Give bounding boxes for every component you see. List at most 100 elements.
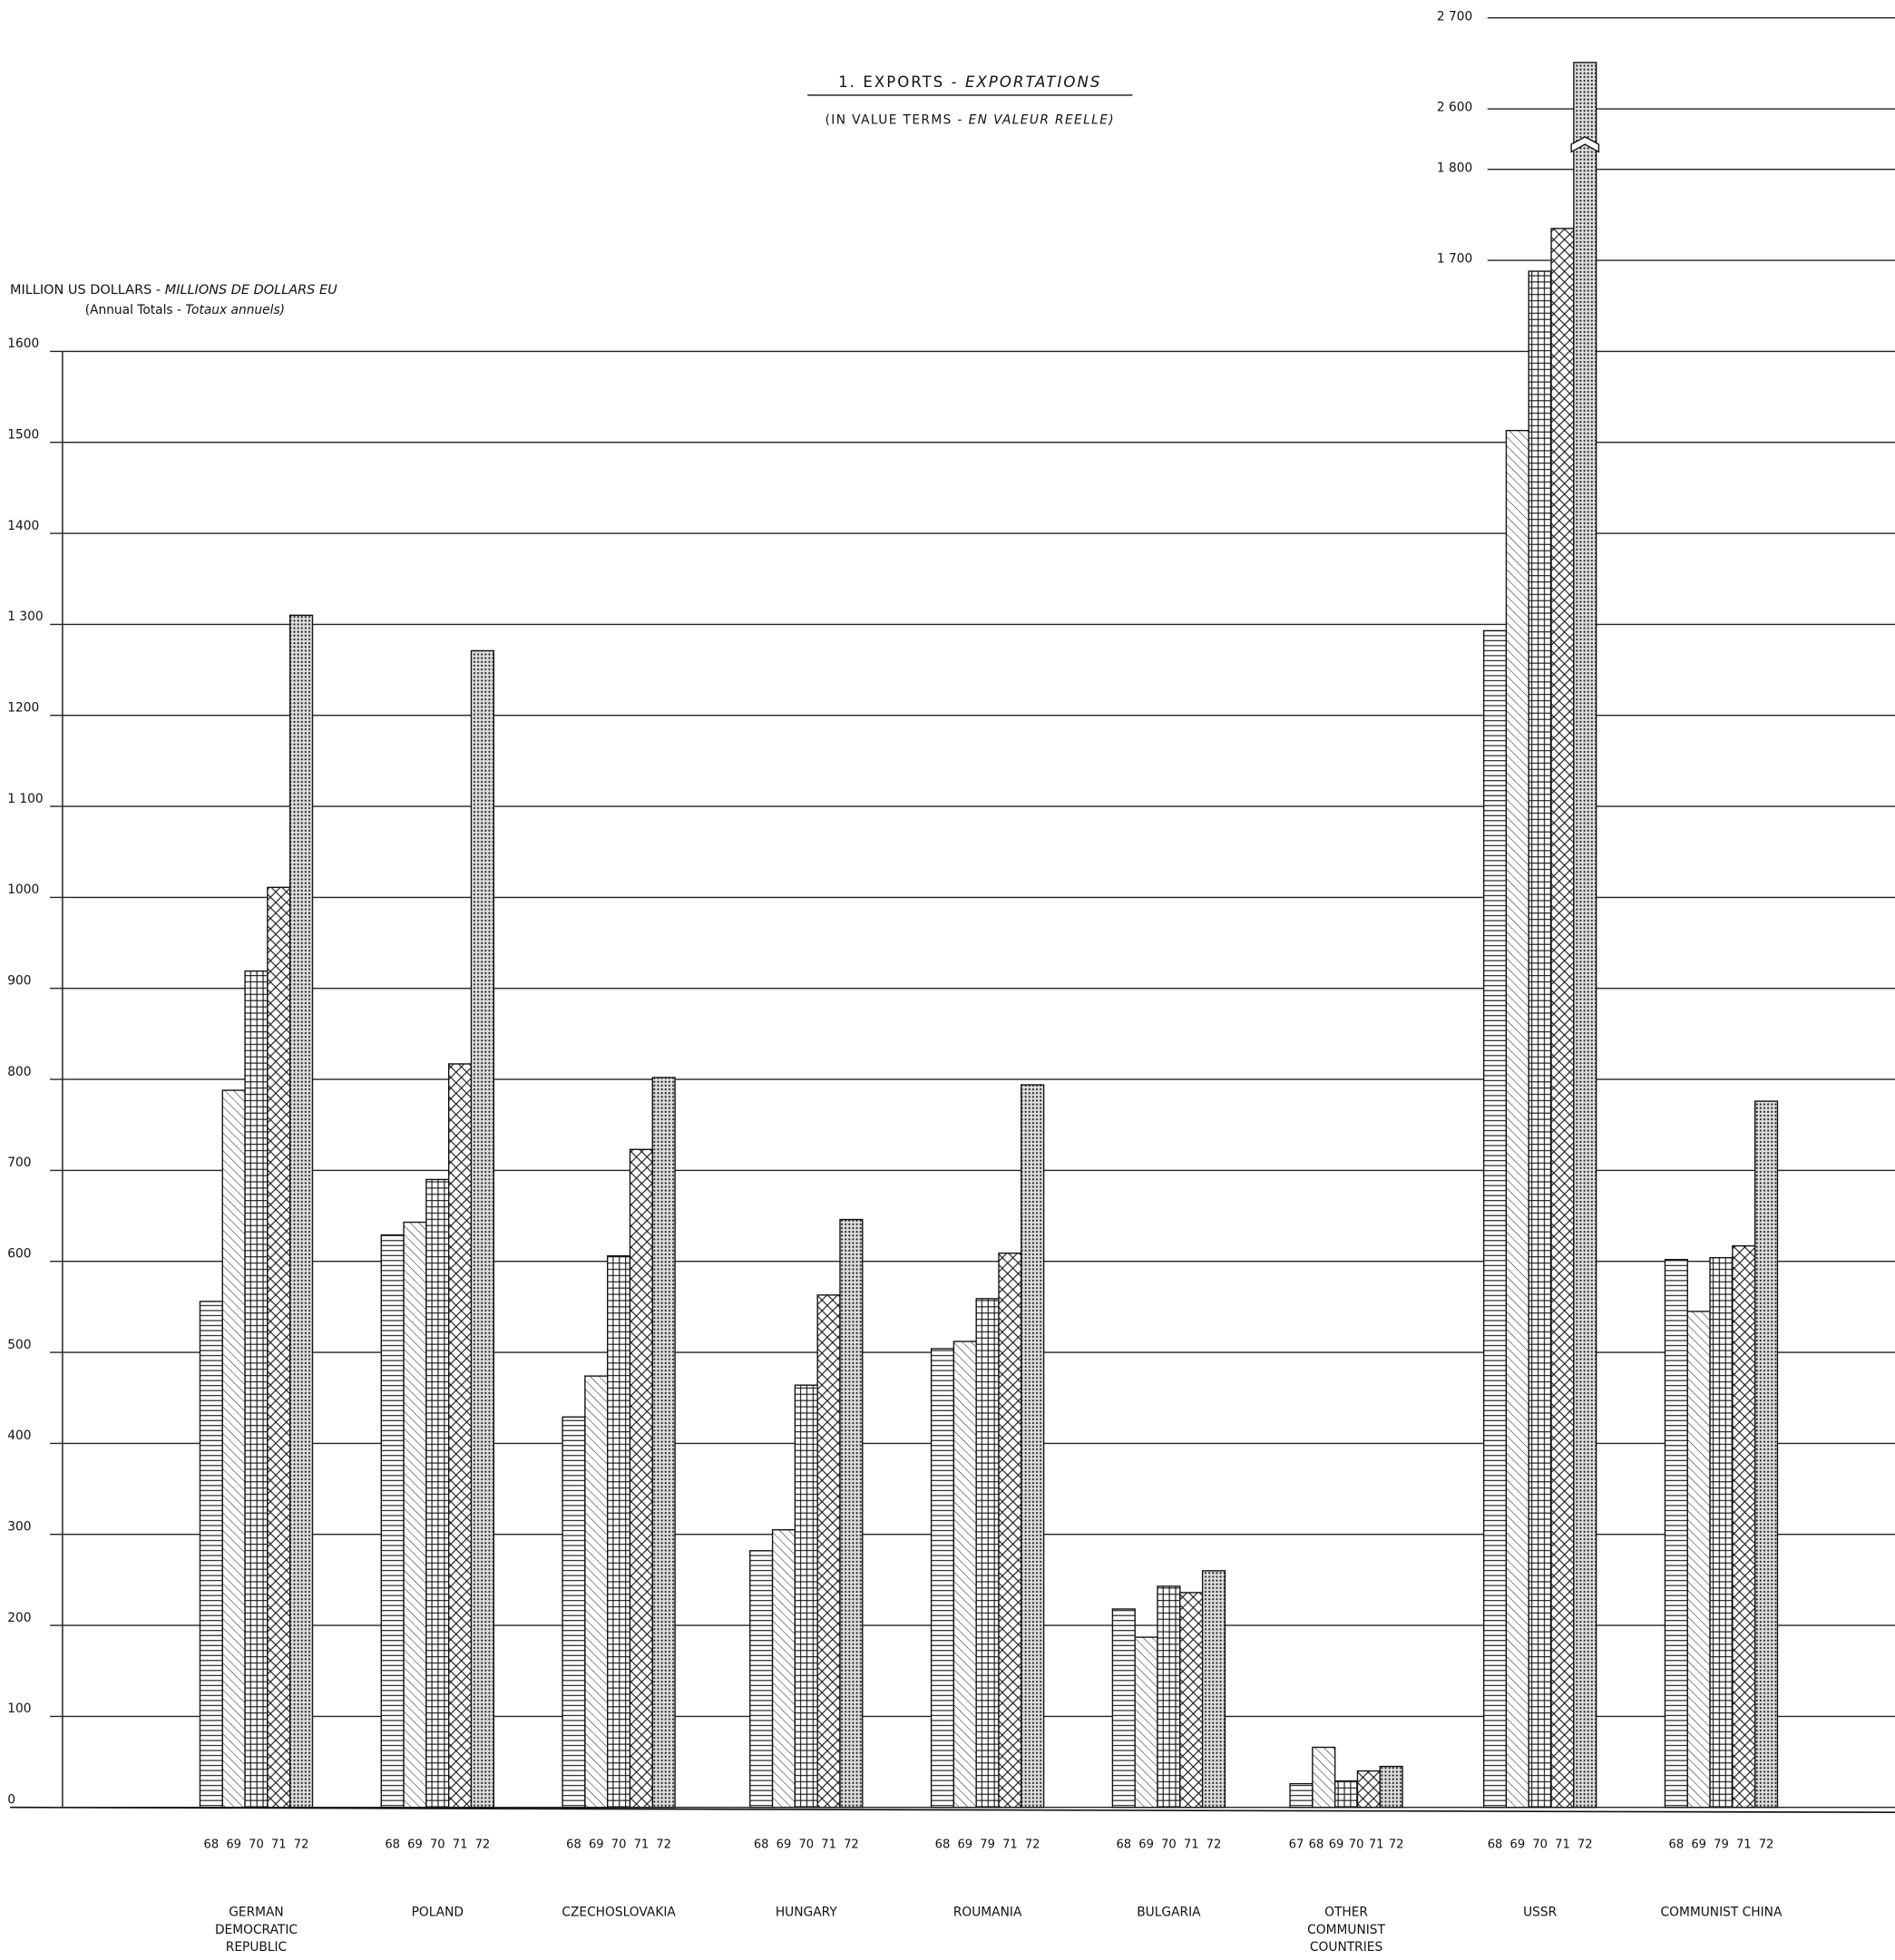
y-tick-label: 0 (7, 1792, 15, 1807)
bar (607, 1255, 631, 1809)
y-note-italic: Totaux annuels) (185, 303, 285, 317)
bar (930, 1348, 955, 1809)
bar (1157, 1585, 1181, 1809)
year-label: 71 (1184, 1838, 1199, 1852)
bar (1134, 1636, 1158, 1809)
bar (1333, 1780, 1359, 1809)
bar (1686, 1311, 1711, 1809)
y-tick-label: 300 (7, 1519, 31, 1534)
year-label: 68 (385, 1838, 400, 1852)
y-tick-label: 800 (7, 1065, 31, 1079)
year-label: 68 (204, 1838, 220, 1852)
bar (1573, 62, 1597, 1809)
group-label: OTHER (1324, 1905, 1368, 1919)
bar (403, 1221, 427, 1809)
group-label: COMMUNIST (1307, 1923, 1385, 1937)
bar (470, 649, 494, 1809)
bar (749, 1550, 774, 1809)
title-italic: EXPORTATIONS (965, 73, 1101, 91)
year-label: 69 (957, 1838, 972, 1852)
bar (267, 886, 291, 1809)
title-text: 1. EXPORTS - (838, 73, 959, 91)
bar (998, 1252, 1022, 1809)
year-label: 69 (1138, 1838, 1154, 1852)
bar (975, 1298, 1000, 1809)
y-tick-label: 500 (7, 1338, 31, 1352)
bar (244, 970, 269, 1809)
bar (771, 1529, 796, 1809)
bar (1356, 1770, 1381, 1809)
y-label-italic: MILLIONS DE DOLLARS EU (165, 283, 337, 297)
y-tick-label-upper: 1 700 (1437, 252, 1472, 267)
bar (1111, 1608, 1136, 1809)
bar (816, 1294, 841, 1809)
subtitle-text: (IN VALUE TERMS - (825, 112, 963, 127)
bar (425, 1178, 450, 1809)
x-axis (10, 1806, 1895, 1814)
year-label: 70 (249, 1838, 264, 1852)
y-tick-label: 200 (7, 1611, 31, 1625)
year-label: 68 (566, 1838, 581, 1852)
y-tick-label: 1000 (7, 882, 39, 897)
bar (1505, 429, 1529, 1809)
group-label: COMMUNIST CHINA (1661, 1905, 1783, 1919)
group-label: POLAND (412, 1905, 464, 1919)
year-label: 69 (226, 1838, 241, 1852)
y-tick-label: 100 (7, 1702, 31, 1716)
bar (952, 1341, 977, 1809)
year-label: 68 (754, 1838, 769, 1852)
group-label: COUNTRIES (1310, 1940, 1382, 1955)
year-label: 71 (1555, 1838, 1570, 1852)
year-label: 71 (634, 1838, 650, 1852)
year-label: 69 (1691, 1838, 1706, 1852)
year-label: 71 (453, 1838, 468, 1852)
y-tick-label: 1 100 (7, 792, 43, 806)
bar (1528, 270, 1552, 1809)
bar (1312, 1746, 1336, 1809)
year-label: 67 (1289, 1838, 1304, 1852)
year-label: 70 (1161, 1838, 1177, 1852)
year-label: 68 (1309, 1838, 1324, 1852)
year-label: 68 (935, 1838, 951, 1852)
bar (448, 1063, 473, 1809)
y-tick-label: 900 (7, 973, 31, 988)
bar (794, 1384, 818, 1809)
group-label: DEMOCRATIC (215, 1923, 298, 1937)
y-axis-label: MILLION US DOLLARS - MILLIONS DE DOLLARS… (10, 283, 337, 297)
year-label: 72 (1389, 1838, 1404, 1852)
group-label: HUNGARY (776, 1905, 837, 1919)
bar (1753, 1100, 1779, 1809)
bar (1021, 1084, 1045, 1809)
bar (1379, 1765, 1403, 1809)
group-label: BULGARIA (1137, 1905, 1201, 1919)
y-axis-note: (Annual Totals - Totaux annuels) (85, 303, 285, 317)
y-tick-label-upper: 2 700 (1437, 9, 1472, 24)
y-tick-label-upper: 2 600 (1437, 101, 1472, 115)
bar (839, 1218, 864, 1809)
group-label: REPUBLIC (226, 1940, 287, 1955)
bar (562, 1416, 586, 1809)
bar (651, 1077, 676, 1809)
year-label: 69 (1510, 1838, 1526, 1852)
y-tick-label: 1400 (7, 519, 39, 533)
y-note-text: (Annual Totals - (85, 303, 181, 317)
y-tick-label: 700 (7, 1156, 31, 1170)
axis-break (1570, 136, 1600, 153)
chart-title: 1. EXPORTS - EXPORTATIONS (838, 73, 1101, 91)
year-label: 69 (589, 1838, 604, 1852)
group-label: GERMAN (229, 1905, 284, 1919)
year-label: 79 (980, 1838, 995, 1852)
year-label: 69 (777, 1838, 792, 1852)
year-label: 70 (611, 1838, 627, 1852)
year-label: 72 (475, 1838, 491, 1852)
y-tick-label: 1 300 (7, 609, 43, 624)
year-label: 70 (430, 1838, 445, 1852)
year-label: 72 (294, 1838, 309, 1852)
year-label: 71 (821, 1838, 836, 1852)
year-label: 70 (798, 1838, 814, 1852)
bar (380, 1234, 405, 1809)
year-label: 70 (1349, 1838, 1364, 1852)
year-label: 68 (1116, 1838, 1131, 1852)
year-label: 68 (1669, 1838, 1685, 1852)
bar (1732, 1244, 1756, 1809)
